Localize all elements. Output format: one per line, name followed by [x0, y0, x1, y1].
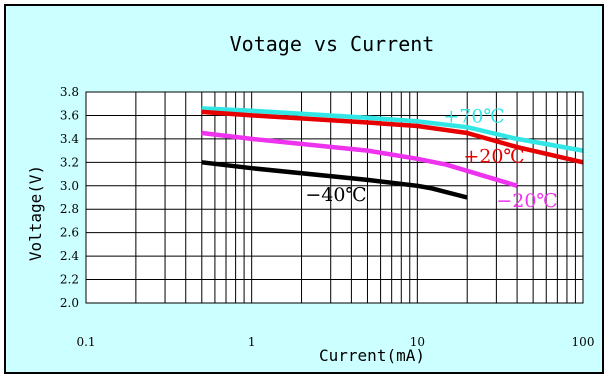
- series-line-3: [201, 160, 468, 200]
- y-tick-label: 2.6: [60, 226, 79, 240]
- y-tick-label: 2.0: [60, 296, 79, 310]
- series-label-2: −20℃: [496, 190, 557, 212]
- y-tick-label: 3.0: [60, 179, 79, 193]
- x-tick-label: 1: [248, 335, 256, 349]
- y-axis-label: Voltage(V): [26, 165, 45, 261]
- voltage-current-chart: Votage vs Current Voltage(V) Current(mA)…: [26, 32, 595, 365]
- series-label-1: +20℃: [463, 145, 524, 167]
- x-tick-label: 10: [410, 335, 425, 349]
- y-tick-label: 2.4: [60, 249, 79, 263]
- y-tick-label: 2.8: [60, 202, 79, 216]
- chart-frame: Votage vs Current Voltage(V) Current(mA)…: [4, 4, 604, 374]
- series-line-2: [201, 130, 518, 188]
- y-tick-label: 2.2: [60, 273, 79, 287]
- series-label-0: +70℃: [443, 105, 504, 127]
- plot-border: [85, 91, 584, 304]
- series-line-0: [201, 106, 584, 153]
- y-tick-label: 3.6: [60, 108, 79, 122]
- chart-title: Votage vs Current: [230, 32, 435, 56]
- x-tick-label: 0.1: [76, 335, 95, 349]
- y-tick-label: 3.8: [60, 85, 79, 99]
- y-tick-label: 3.2: [60, 155, 79, 169]
- x-tick-label: 100: [572, 335, 595, 349]
- series-line-1: [201, 109, 584, 165]
- x-axis-label: Current(mA): [319, 346, 425, 365]
- y-tick-label: 3.4: [60, 132, 79, 146]
- series-label-3: −40℃: [305, 184, 366, 206]
- plot-area: [86, 92, 583, 303]
- series-labels: +70℃ +20℃ −20℃ −40℃: [305, 105, 557, 211]
- tick-labels: 2.0 2.2 2.4 2.6 2.8 3.0 3.2 3.4 3.6 3.8 0.1 1 10 100: [60, 85, 595, 349]
- series-lines: [201, 106, 584, 200]
